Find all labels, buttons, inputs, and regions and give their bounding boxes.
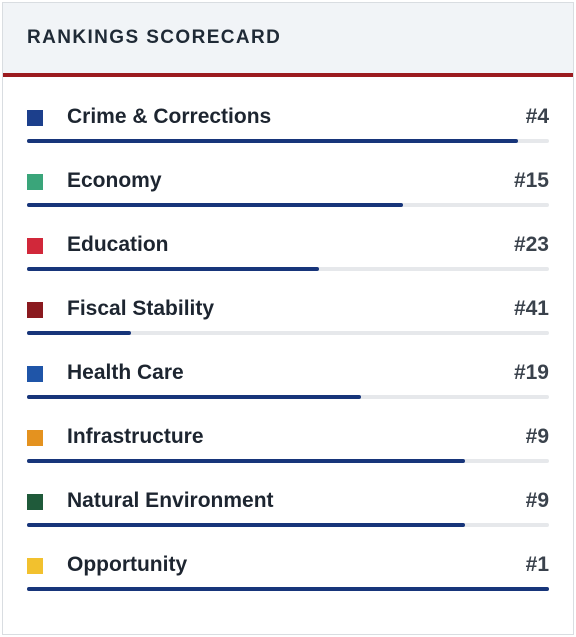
category-color-swatch xyxy=(27,238,43,254)
category-rank: #1 xyxy=(525,553,549,576)
scorecard-title: RANKINGS SCORECARD xyxy=(27,27,282,48)
category-label: Opportunity xyxy=(67,553,188,576)
category-color-swatch xyxy=(27,366,43,382)
category-rank: #9 xyxy=(525,489,549,512)
score-bar-fill xyxy=(27,459,466,463)
score-bar-fill xyxy=(27,523,466,527)
score-bar-track xyxy=(27,203,549,207)
score-bar-fill xyxy=(27,395,362,399)
category-rank: #23 xyxy=(513,233,549,256)
ranking-item-opportunity[interactable]: Opportunity #1 xyxy=(3,547,573,611)
category-label: Education xyxy=(67,233,169,256)
category-label: Fiscal Stability xyxy=(67,297,215,320)
score-bar-track xyxy=(27,331,549,335)
category-color-swatch xyxy=(27,558,43,574)
scorecard-header: RANKINGS SCORECARD xyxy=(3,3,573,77)
score-bar-fill xyxy=(27,267,320,271)
score-bar-track xyxy=(27,523,549,527)
category-rank: #19 xyxy=(513,361,549,384)
category-color-swatch xyxy=(27,110,43,126)
category-rank: #41 xyxy=(513,297,549,320)
score-bar-fill xyxy=(27,139,518,143)
score-bar-track xyxy=(27,267,549,271)
ranking-item-fiscal-stability[interactable]: Fiscal Stability #41 xyxy=(3,291,573,355)
category-label: Economy xyxy=(67,169,162,192)
ranking-item-economy[interactable]: Economy #15 xyxy=(3,163,573,227)
ranking-item-infrastructure[interactable]: Infrastructure #9 xyxy=(3,419,573,483)
rankings-list: Crime & Corrections #4 Economy #15 Educa… xyxy=(3,99,573,611)
category-color-swatch xyxy=(27,302,43,318)
score-bar-track xyxy=(27,139,549,143)
ranking-item-health-care[interactable]: Health Care #19 xyxy=(3,355,573,419)
score-bar-track xyxy=(27,395,549,399)
score-bar-track xyxy=(27,459,549,463)
category-rank: #9 xyxy=(525,425,549,448)
ranking-item-natural-environment[interactable]: Natural Environment #9 xyxy=(3,483,573,547)
ranking-item-education[interactable]: Education #23 xyxy=(3,227,573,291)
score-bar-fill xyxy=(27,587,549,591)
category-color-swatch xyxy=(27,174,43,190)
category-label: Crime & Corrections xyxy=(67,105,272,128)
category-label: Health Care xyxy=(67,361,184,384)
score-bar-fill xyxy=(27,203,403,207)
category-label: Natural Environment xyxy=(67,489,274,512)
category-rank: #4 xyxy=(525,105,549,128)
score-bar-track xyxy=(27,587,549,591)
category-rank: #15 xyxy=(513,169,549,192)
category-label: Infrastructure xyxy=(67,425,204,448)
score-bar-fill xyxy=(27,331,132,335)
category-color-swatch xyxy=(27,494,43,510)
ranking-item-crime-corrections[interactable]: Crime & Corrections #4 xyxy=(3,99,573,163)
category-color-swatch xyxy=(27,430,43,446)
